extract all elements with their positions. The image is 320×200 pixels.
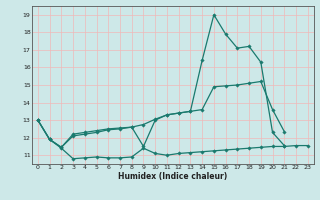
X-axis label: Humidex (Indice chaleur): Humidex (Indice chaleur) xyxy=(118,172,228,181)
